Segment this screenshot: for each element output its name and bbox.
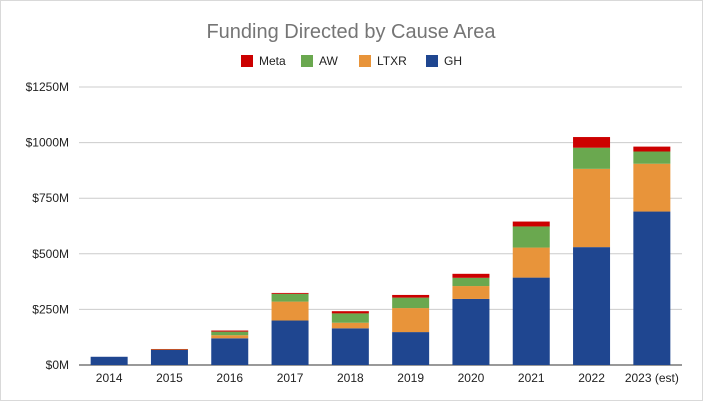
legend-label-ltxr: LTXR <box>377 54 407 68</box>
bars <box>90 137 671 365</box>
bar-ltxr-2020 <box>452 286 490 299</box>
x-tick-label: 2023 (est) <box>625 371 679 385</box>
legend: Meta AW LTXR GH <box>241 54 462 68</box>
legend-swatch-ltxr <box>359 55 371 67</box>
legend-label-aw: AW <box>319 54 339 68</box>
bar-gh-2022 <box>573 247 611 365</box>
legend-label-gh: GH <box>444 54 462 68</box>
x-tick-label: 2017 <box>277 371 304 385</box>
bar-aw-2021 <box>512 226 550 248</box>
bar-gh-2021 <box>512 277 550 365</box>
y-tick-label: $0M <box>46 358 69 372</box>
bar-gh-2023est <box>633 211 671 365</box>
bar-aw-2023est <box>633 151 671 164</box>
bar-aw-2017 <box>271 293 309 302</box>
x-tick-label: 2015 <box>156 371 183 385</box>
legend-swatch-aw <box>301 55 313 67</box>
y-tick-label: $1000M <box>26 136 69 150</box>
legend-swatch-gh <box>426 55 438 67</box>
bar-meta-2021 <box>512 221 550 227</box>
bar-gh-2019 <box>392 332 430 365</box>
y-tick-label: $1250M <box>26 80 69 94</box>
bar-gh-2017 <box>271 320 309 365</box>
bar-aw-2019 <box>392 297 430 309</box>
bar-gh-2014 <box>90 356 128 365</box>
bar-ltxr-2023est <box>633 163 671 212</box>
bar-ltxr-2019 <box>392 308 430 333</box>
bar-ltxr-2021 <box>512 247 550 278</box>
x-tick-label: 2021 <box>518 371 545 385</box>
bar-gh-2015 <box>150 349 188 365</box>
bar-aw-2022 <box>573 147 611 169</box>
bar-aw-2018 <box>331 313 369 323</box>
bar-aw-2020 <box>452 277 490 287</box>
y-axis: $0M $250M $500M $750M $1000M $1250M <box>26 80 69 372</box>
x-tick-label: 2022 <box>578 371 605 385</box>
bar-gh-2016 <box>211 338 249 365</box>
y-tick-label: $500M <box>32 247 69 261</box>
bar-meta-2017 <box>271 292 309 294</box>
bar-ltxr-2022 <box>573 168 611 248</box>
chart-title: Funding Directed by Cause Area <box>206 21 496 43</box>
bar-meta-2022 <box>573 137 611 148</box>
bar-meta-2020 <box>452 273 490 278</box>
y-tick-label: $250M <box>32 302 69 316</box>
bar-meta-2018 <box>331 311 369 314</box>
x-tick-label: 2018 <box>337 371 364 385</box>
bar-meta-2023est <box>633 146 671 152</box>
bar-gh-2018 <box>331 328 369 365</box>
bar-meta-2015 <box>150 348 188 350</box>
bar-gh-2020 <box>452 298 490 365</box>
bar-meta-2019 <box>392 294 430 298</box>
bar-ltxr-2018 <box>331 322 369 329</box>
x-tick-label: 2014 <box>96 371 123 385</box>
legend-label-meta: Meta <box>259 54 286 68</box>
bar-ltxr-2016 <box>211 335 249 339</box>
bar-aw-2016 <box>211 331 249 336</box>
x-tick-label: 2016 <box>216 371 243 385</box>
x-tick-label: 2020 <box>458 371 485 385</box>
x-axis: 2014 2015 2016 2017 2018 2019 2020 2021 2022 2023… <box>96 371 679 385</box>
legend-swatch-meta <box>241 55 253 67</box>
x-tick-label: 2019 <box>397 371 424 385</box>
bar-ltxr-2017 <box>271 301 309 321</box>
y-tick-label: $750M <box>32 191 69 205</box>
bar-meta-2016 <box>211 330 249 332</box>
